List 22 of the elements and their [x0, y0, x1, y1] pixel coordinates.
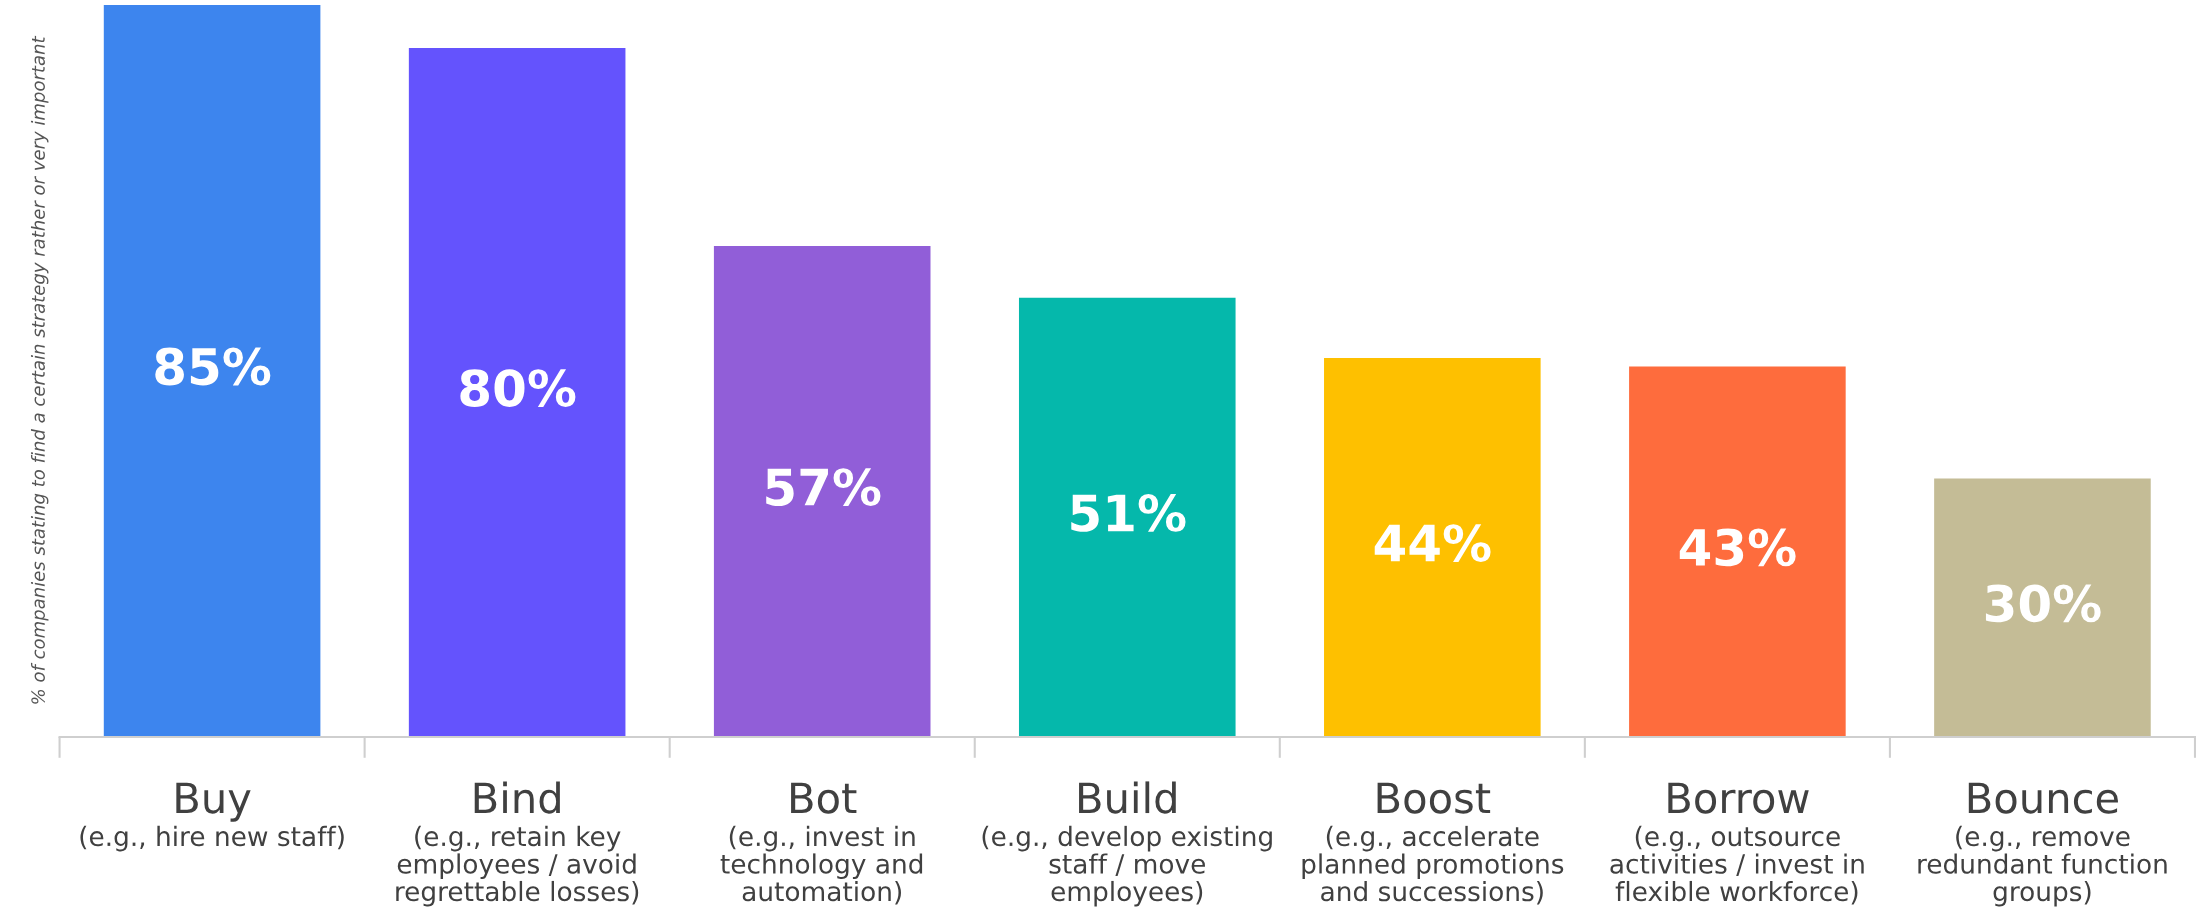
- bar: [1934, 478, 2151, 737]
- bar: [1324, 358, 1541, 737]
- bar: [1629, 366, 1846, 737]
- data-label: 80%: [460, 369, 576, 407]
- x-tick-label: Bot (e.g., invest in technology and automation): [720, 782, 923, 905]
- x-tick-label: Build (e.g., develop existing staff / move employees): [982, 781, 1272, 907]
- bar: [408, 47, 626, 737]
- data-label: 51%: [1071, 494, 1186, 532]
- x-tick-label: Borrow (e.g., outsource activities / invest in flexible workforce): [1610, 782, 1864, 905]
- data-label: 43%: [1679, 528, 1796, 567]
- x-tick-label: Boost (e.g., accelerate planned promotions and successions): [1302, 782, 1564, 905]
- x-tick-label: Bounce (e.g., remove redundant function groups): [1918, 782, 2167, 907]
- x-tick-label: Bind (e.g., retain key employees / avoid regrettable losses): [396, 781, 639, 907]
- x-tick-label: Buy (e.g., hire new staff): [80, 782, 344, 852]
- bar: [1018, 297, 1236, 737]
- y-axis-title: % of companies stating to find a certain strategy rather or very important: [30, 35, 49, 704]
- data-label: 85%: [155, 347, 271, 386]
- data-label: 30%: [1985, 584, 2101, 623]
- bar: [103, 4, 321, 737]
- data-label: 57%: [766, 468, 881, 506]
- data-label: 44%: [1374, 524, 1491, 562]
- bar: [713, 246, 931, 737]
